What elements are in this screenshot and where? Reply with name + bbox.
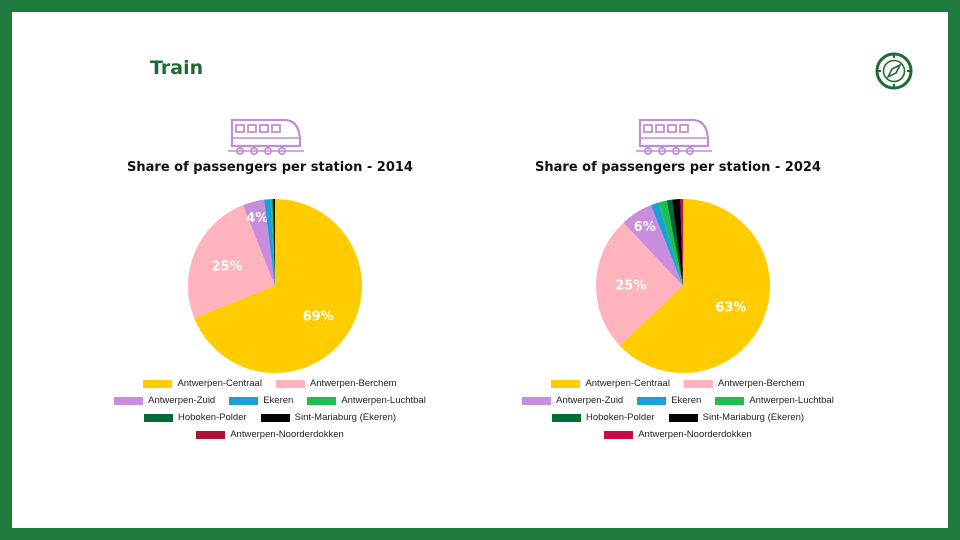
legend-swatch: [715, 396, 745, 405]
legend: Antwerpen-Centraal Antwerpen-Berchem Antwe…: [498, 375, 858, 443]
legend-label: Antwerpen-Zuid: [556, 395, 624, 406]
chart-panel-2024: Share of passengers per station - 2024 6…: [498, 112, 878, 452]
pie-slice-ekeren: [264, 199, 275, 286]
legend-swatch: [522, 396, 552, 405]
pie-slice-sint-mariaburg-ekeren-: [273, 199, 275, 286]
data-label: 6%: [634, 220, 656, 235]
legend-label: Sint-Mariaburg (Ekeren): [294, 412, 397, 423]
legend-swatch: [143, 413, 173, 422]
legend-swatch: [260, 413, 290, 422]
legend-swatch: [683, 379, 713, 388]
legend-swatch: [551, 379, 581, 388]
pie-slice-antwerpen-centraal: [619, 199, 770, 373]
slide: Train Share of passengers per station - …: [12, 12, 948, 528]
legend-item: Antwerpen-Zuid: [522, 395, 623, 406]
legend-label: Antwerpen-Berchem: [309, 378, 397, 389]
legend-swatch: [551, 413, 581, 422]
pie-slice-hoboken-polder: [272, 199, 275, 286]
chart-title: Share of passengers per station - 2024: [535, 160, 821, 175]
legend-item: Ekeren: [637, 395, 701, 406]
legend-item: Sint-Mariaburg (Ekeren): [260, 412, 397, 423]
legend-item: Antwerpen-Luchtbal: [307, 395, 426, 406]
legend-row: Antwerpen-Zuid Ekeren Antwerpen-Luchtbal: [90, 392, 450, 409]
pie-slice-antwerpen-zuid: [242, 199, 275, 286]
legend-swatch: [275, 379, 305, 388]
legend: Antwerpen-Centraal Antwerpen-Berchem Antwe…: [90, 375, 450, 443]
legend-item: Hoboken-Polder: [551, 412, 655, 423]
page-title: Train: [150, 57, 204, 79]
legend-row: Antwerpen-Centraal Antwerpen-Berchem: [498, 375, 858, 392]
legend-label: Antwerpen-Centraal: [177, 378, 262, 389]
pie-slice-antwerpen-centraal: [194, 199, 362, 373]
legend-item: Antwerpen-Zuid: [114, 395, 215, 406]
legend-swatch: [143, 379, 173, 388]
pie-slice-antwerpen-berchem: [596, 222, 683, 346]
legend-row: Hoboken-Polder Sint-Mariaburg (Ekeren): [90, 409, 450, 426]
pie-slice-antwerpen-noorderdokken: [680, 199, 683, 286]
data-label: 63%: [715, 301, 746, 316]
legend-item: Antwerpen-Centraal: [551, 378, 670, 389]
legend-row: Antwerpen-Zuid Ekeren Antwerpen-Luchtbal: [498, 392, 858, 409]
legend-label: Hoboken-Polder: [177, 412, 247, 423]
legend-label: Hoboken-Polder: [585, 412, 655, 423]
legend-label: Antwerpen-Luchtbal: [341, 395, 426, 406]
pie-chart-2024: 63% 25% 6%: [596, 199, 770, 373]
legend-item: Hoboken-Polder: [143, 412, 247, 423]
legend-row: Hoboken-Polder Sint-Mariaburg (Ekeren): [498, 409, 858, 426]
chart-panel-2014: Share of passengers per station - 2014 6…: [90, 112, 470, 452]
legend-swatch: [604, 430, 634, 439]
data-label: 25%: [615, 278, 646, 293]
legend-label: Ekeren: [263, 395, 294, 406]
pie-slice-antwerpen-luchtbal: [658, 200, 683, 286]
legend-label: Sint-Mariaburg (Ekeren): [702, 412, 805, 423]
legend-item: Antwerpen-Centraal: [143, 378, 262, 389]
data-label: 4%: [246, 211, 268, 226]
pie-chart-2014: 69% 25% 4%: [188, 199, 362, 373]
pie-slice-antwerpen-luchtbal: [270, 199, 275, 286]
compass-icon: [875, 52, 913, 90]
pie-slice-sint-mariaburg-ekeren-: [672, 199, 683, 286]
legend-item: Antwerpen-Berchem: [275, 378, 397, 389]
legend-item: Antwerpen-Luchtbal: [715, 395, 834, 406]
legend-label: Antwerpen-Luchtbal: [749, 395, 834, 406]
legend-swatch: [196, 430, 226, 439]
train-icon: [636, 118, 712, 156]
train-icon: [228, 118, 304, 156]
legend-item: Antwerpen-Noorderdokken: [196, 429, 344, 440]
legend-row: Antwerpen-Noorderdokken: [498, 426, 858, 443]
legend-item: Sint-Mariaburg (Ekeren): [668, 412, 805, 423]
data-label: 25%: [212, 259, 243, 274]
legend-swatch: [229, 396, 259, 405]
legend-label: Antwerpen-Noorderdokken: [638, 429, 752, 440]
legend-row: Antwerpen-Noorderdokken: [90, 426, 450, 443]
pie-slice-antwerpen-zuid: [623, 205, 683, 286]
legend-swatch: [114, 396, 144, 405]
legend-item: Antwerpen-Noorderdokken: [604, 429, 752, 440]
legend-swatch: [307, 396, 337, 405]
legend-row: Antwerpen-Centraal Antwerpen-Berchem: [90, 375, 450, 392]
legend-label: Antwerpen-Noorderdokken: [230, 429, 344, 440]
legend-label: Antwerpen-Zuid: [148, 395, 216, 406]
chart-title: Share of passengers per station - 2014: [127, 160, 413, 175]
pie-slice-antwerpen-berchem: [188, 205, 275, 319]
legend-item: Ekeren: [229, 395, 293, 406]
pie-slice-ekeren: [650, 202, 683, 286]
data-label: 69%: [303, 309, 334, 324]
legend-label: Antwerpen-Berchem: [717, 378, 805, 389]
legend-swatch: [668, 413, 698, 422]
legend-label: Ekeren: [671, 395, 702, 406]
pie-slice-hoboken-polder: [666, 199, 683, 286]
legend-label: Antwerpen-Centraal: [585, 378, 670, 389]
legend-swatch: [637, 396, 667, 405]
legend-item: Antwerpen-Berchem: [683, 378, 805, 389]
